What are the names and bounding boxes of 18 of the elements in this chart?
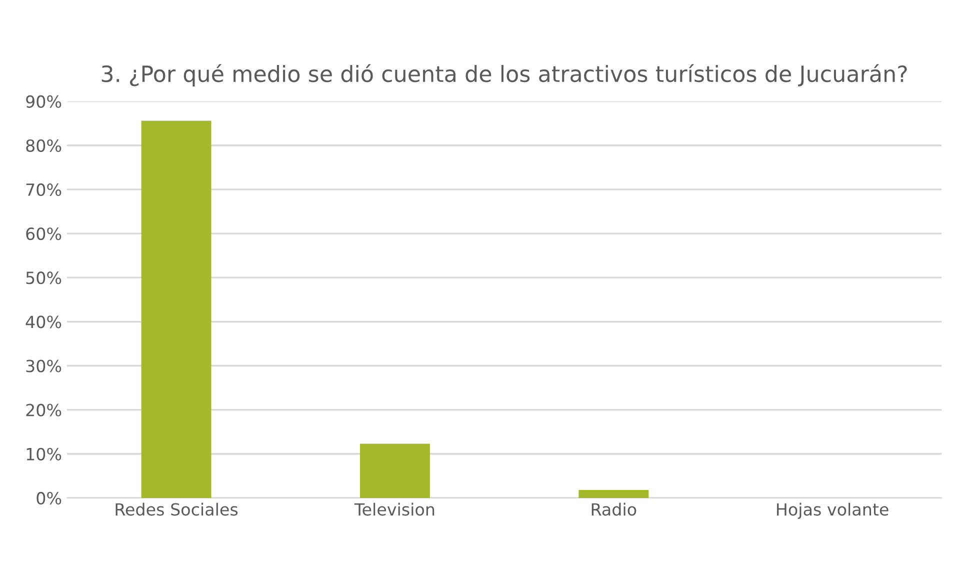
chart-title: 3. ¿Por qué medio se dió cuenta de los atractivos turísticos de Jucuarán?	[102, 64, 907, 86]
bar	[578, 490, 649, 498]
y-tick-label: 30%	[26, 360, 62, 372]
x-tick-label: Radio	[592, 502, 636, 516]
y-tick-label: 0%	[36, 492, 62, 505]
bar	[360, 444, 430, 498]
y-tick-label: 90%	[26, 95, 62, 108]
x-tick-label: Hojas volante	[777, 502, 888, 519]
y-tick-label: 60%	[26, 227, 62, 240]
y-tick-label: 10%	[26, 448, 62, 460]
bar	[141, 120, 212, 498]
x-tick-label: Redes Sociales	[116, 502, 238, 516]
y-tick-label: 20%	[26, 404, 62, 416]
y-tick-label: 70%	[26, 183, 62, 196]
y-tick-label: 40%	[26, 316, 62, 328]
y-tick-label: 50%	[26, 272, 62, 284]
x-tick-label: Television	[354, 502, 434, 516]
y-tick-label: 80%	[26, 139, 62, 152]
